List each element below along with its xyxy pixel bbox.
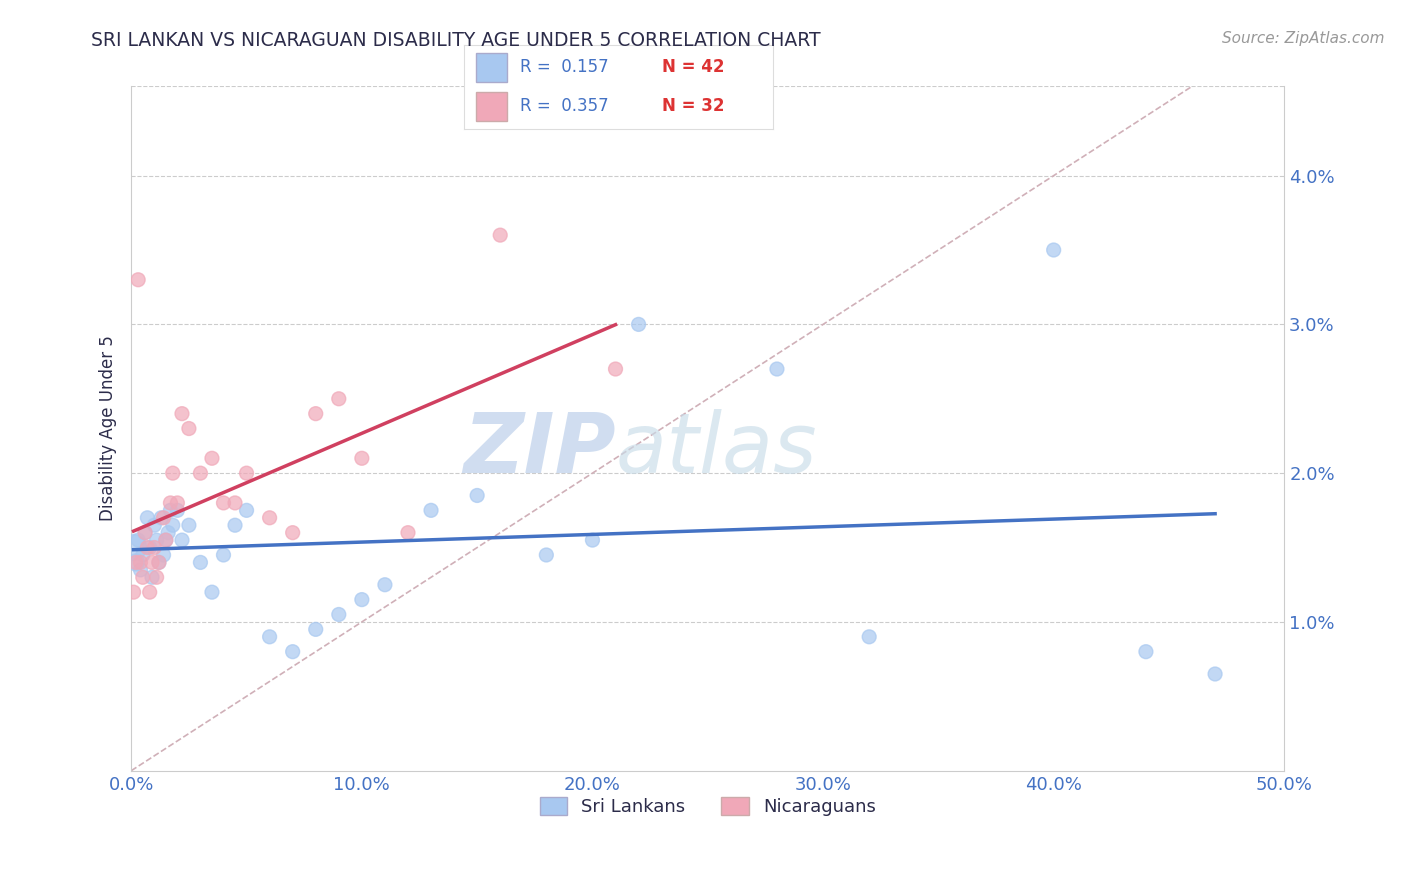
Point: [159, 496, 181, 510]
Point: [148, 556, 170, 570]
Point: [145, 533, 167, 547]
Y-axis label: Disability Age Under 5: Disability Age Under 5: [100, 335, 117, 522]
Point: [259, 630, 281, 644]
Point: [1204, 667, 1226, 681]
Point: [155, 533, 177, 547]
Point: [152, 548, 174, 562]
Point: [489, 228, 512, 243]
Point: [141, 556, 163, 570]
Point: [201, 451, 224, 466]
Point: [134, 525, 156, 540]
Point: [281, 645, 304, 659]
Point: [162, 466, 184, 480]
Point: [235, 503, 257, 517]
FancyBboxPatch shape: [477, 92, 508, 120]
Point: [190, 556, 212, 570]
Point: [396, 525, 419, 540]
Point: [129, 563, 152, 577]
Point: [212, 548, 235, 562]
Point: [605, 362, 627, 376]
Point: [134, 525, 156, 540]
Text: SRI LANKAN VS NICARAGUAN DISABILITY AGE UNDER 5 CORRELATION CHART: SRI LANKAN VS NICARAGUAN DISABILITY AGE …: [91, 31, 821, 50]
Text: R =  0.157: R = 0.157: [520, 59, 609, 77]
Point: [627, 318, 650, 332]
Point: [155, 533, 177, 547]
Point: [281, 525, 304, 540]
Text: R =  0.357: R = 0.357: [520, 97, 609, 115]
Point: [136, 510, 159, 524]
Point: [145, 570, 167, 584]
Point: [350, 451, 373, 466]
Point: [212, 496, 235, 510]
Point: [166, 503, 188, 517]
Point: [259, 510, 281, 524]
Point: [536, 548, 558, 562]
Point: [125, 556, 148, 570]
Point: [170, 533, 193, 547]
Point: [127, 533, 149, 547]
Point: [465, 488, 488, 502]
Point: [122, 585, 145, 599]
Point: [328, 392, 350, 406]
Point: [350, 592, 373, 607]
Point: [132, 570, 155, 584]
Point: [143, 518, 166, 533]
Point: [138, 585, 160, 599]
Point: [159, 503, 181, 517]
Point: [858, 630, 880, 644]
Point: [224, 518, 246, 533]
Legend: Sri Lankans, Nicaraguans: Sri Lankans, Nicaraguans: [533, 789, 883, 823]
Point: [328, 607, 350, 622]
Point: [420, 503, 443, 517]
Text: atlas: atlas: [616, 409, 817, 490]
Text: N = 32: N = 32: [662, 97, 724, 115]
Point: [138, 541, 160, 555]
Point: [305, 623, 328, 637]
Point: [125, 556, 148, 570]
Point: [122, 541, 145, 555]
Text: Source: ZipAtlas.com: Source: ZipAtlas.com: [1222, 31, 1385, 46]
Point: [190, 466, 212, 480]
Point: [177, 518, 200, 533]
Point: [143, 541, 166, 555]
Point: [766, 362, 789, 376]
Point: [224, 496, 246, 510]
Point: [235, 466, 257, 480]
Point: [136, 541, 159, 555]
Point: [162, 518, 184, 533]
Point: [177, 421, 200, 435]
Text: N = 42: N = 42: [662, 59, 724, 77]
Point: [150, 510, 173, 524]
FancyBboxPatch shape: [477, 54, 508, 82]
Point: [141, 570, 163, 584]
Point: [166, 496, 188, 510]
Point: [157, 525, 180, 540]
Point: [201, 585, 224, 599]
Point: [1135, 645, 1157, 659]
Point: [1042, 243, 1064, 257]
Point: [374, 578, 396, 592]
Point: [305, 407, 328, 421]
Point: [170, 407, 193, 421]
Point: [127, 273, 149, 287]
Point: [129, 556, 152, 570]
Point: [132, 548, 155, 562]
Point: [148, 556, 170, 570]
Point: [581, 533, 603, 547]
Point: [152, 510, 174, 524]
Text: ZIP: ZIP: [463, 409, 616, 490]
